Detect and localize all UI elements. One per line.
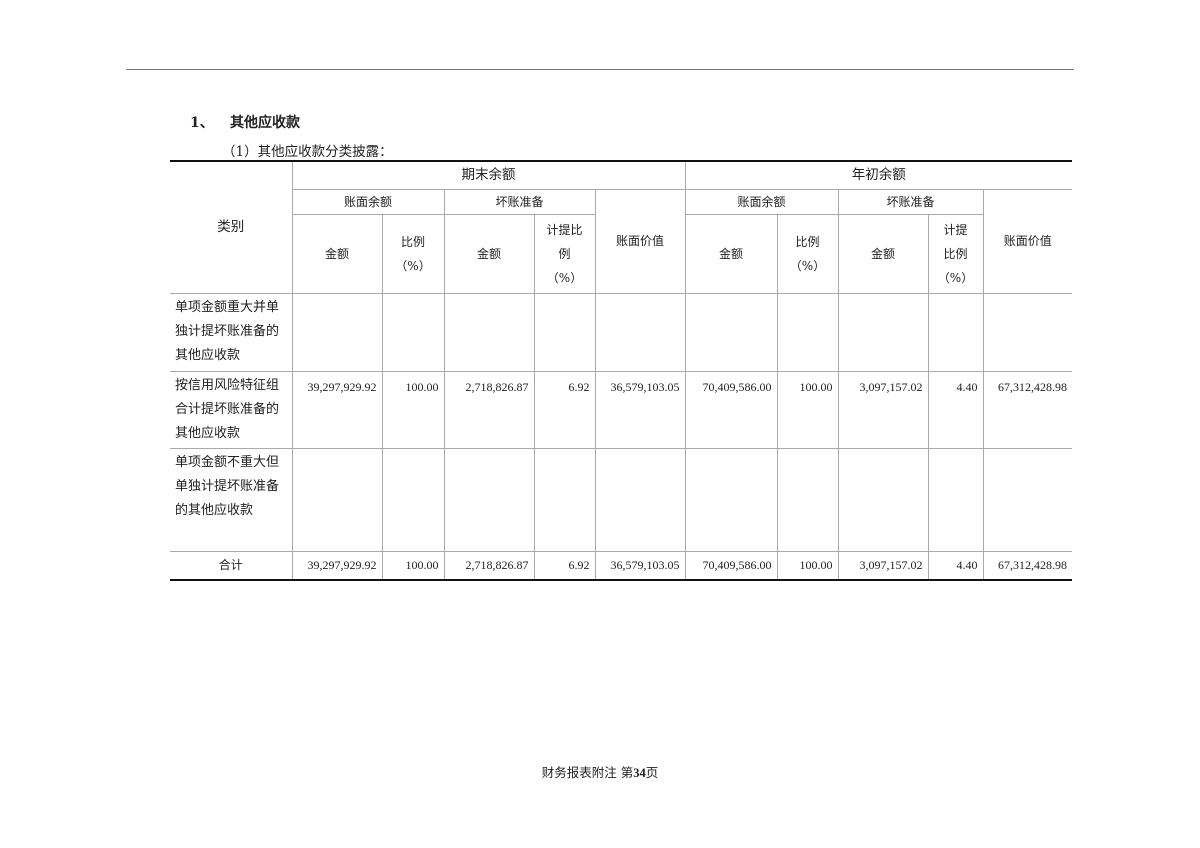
- category-header: 类别: [170, 160, 293, 294]
- category-cell: 按信用风险特征组合计提坏账准备的其他应收款: [170, 370, 293, 449]
- footer-text: 财务报表附注: [541, 765, 617, 780]
- value-cell: 70,409,586.00: [684, 550, 778, 581]
- value-cell: 36,579,103.05: [594, 550, 686, 581]
- header-rule: [126, 69, 1074, 70]
- category-cell: 单项金额不重大但单独计提坏账准备的其他应收款: [170, 447, 293, 552]
- value-cell: 100.00: [776, 550, 839, 581]
- value-cell: [684, 447, 778, 552]
- value-cell: 2,718,826.87: [443, 370, 535, 449]
- value-cell: 100.00: [381, 370, 445, 449]
- ratio-header: 比例 （%）: [776, 213, 839, 294]
- value-cell: [684, 292, 778, 372]
- value-cell: [381, 447, 445, 552]
- book-value-header: 账面价值: [594, 188, 686, 294]
- value-cell: 36,579,103.05: [594, 370, 686, 449]
- ratio-line: 计提比: [546, 222, 583, 237]
- value-cell: 4.40: [927, 550, 984, 581]
- section-number: 1、: [190, 115, 214, 131]
- ratio-line: 比例: [795, 234, 820, 249]
- category-cell: 单项金额重大并单独计提坏账准备的其他应收款: [170, 292, 293, 372]
- value-cell: [291, 292, 383, 372]
- value-cell: 3,097,157.02: [837, 370, 929, 449]
- book-value-header: 账面价值: [982, 188, 1072, 294]
- ratio-line: 例: [558, 246, 571, 261]
- page-number: 34: [633, 766, 646, 780]
- value-cell: [533, 447, 596, 552]
- ratio-line: 比例: [400, 234, 425, 249]
- amount-header: 金额: [684, 213, 778, 294]
- page-footer: 财务报表附注 第34页: [0, 762, 1200, 781]
- section-heading: 1、 其他应收款: [190, 112, 300, 132]
- book-balance-header: 账面余额: [684, 188, 839, 215]
- amount-header: 金额: [292, 213, 383, 294]
- page-suffix: 页: [645, 765, 659, 780]
- value-cell: 39,297,929.92: [291, 370, 383, 449]
- provision-ratio-header: 计提比例 （%）: [533, 213, 596, 294]
- book-balance-header: 账面余额: [292, 188, 445, 215]
- value-cell: 100.00: [776, 370, 839, 449]
- value-cell: 4.40: [927, 370, 984, 449]
- amount-header: 金额: [443, 213, 535, 294]
- bad-debt-header: 坏账准备: [837, 188, 984, 215]
- value-cell: 67,312,428.98: [982, 550, 1072, 581]
- value-cell: 67,312,428.98: [982, 370, 1072, 449]
- value-cell: [594, 292, 686, 372]
- value-cell: [443, 447, 535, 552]
- value-cell: [982, 292, 1072, 372]
- value-cell: 3,097,157.02: [837, 550, 929, 581]
- value-cell: [594, 447, 686, 552]
- table-row: 按信用风险特征组合计提坏账准备的其他应收款 39,297,929.92 100.00…: [170, 370, 1072, 449]
- value-cell: [837, 292, 929, 372]
- value-cell: 2,718,826.87: [443, 550, 535, 581]
- value-cell: 39,297,929.92: [291, 550, 383, 581]
- value-cell: [443, 292, 535, 372]
- bad-debt-header: 坏账准备: [443, 188, 596, 215]
- total-row: 合计 39,297,929.92 100.00 2,718,826.87 6.92 36,…: [170, 550, 1072, 581]
- value-cell: [776, 292, 839, 372]
- table-row: 单项金额不重大但单独计提坏账准备的其他应收款: [170, 447, 1072, 552]
- ratio-line: （%）: [789, 258, 826, 273]
- ratio-line: （%）: [395, 258, 431, 273]
- category-cell: 合计: [170, 550, 293, 581]
- value-cell: [776, 447, 839, 552]
- amount-header: 金额: [837, 213, 929, 294]
- table-row: 单项金额重大并单独计提坏账准备的其他应收款: [170, 292, 1072, 372]
- value-cell: [837, 447, 929, 552]
- receivables-table: 类别 期末余额 年初余额 账面余额 坏账准备 账面价值 账面余额 坏账准备 账面…: [170, 160, 1072, 581]
- value-cell: [927, 447, 984, 552]
- subtitle: （1）其他应收款分类披露：: [222, 144, 393, 160]
- value-cell: 70,409,586.00: [684, 370, 778, 449]
- ratio-line: 比例: [943, 246, 968, 261]
- value-cell: 6.92: [533, 370, 596, 449]
- period-end-header: 期末余额: [291, 160, 686, 190]
- ratio-line: （%）: [546, 270, 583, 285]
- value-cell: [533, 292, 596, 372]
- value-cell: 100.00: [381, 550, 445, 581]
- value-cell: [291, 447, 383, 552]
- ratio-header: 比例 （%）: [381, 213, 445, 294]
- value-cell: [381, 292, 445, 372]
- page-prefix: 第: [620, 765, 634, 780]
- ratio-line: （%）: [937, 270, 974, 285]
- value-cell: [982, 447, 1072, 552]
- provision-ratio-header: 计提比例 （%）: [927, 213, 983, 294]
- period-begin-header: 年初余额: [684, 160, 1072, 190]
- section-title: 其他应收款: [230, 115, 300, 131]
- ratio-line: 计提: [943, 222, 968, 237]
- value-cell: [927, 292, 984, 372]
- value-cell: 6.92: [533, 550, 596, 581]
